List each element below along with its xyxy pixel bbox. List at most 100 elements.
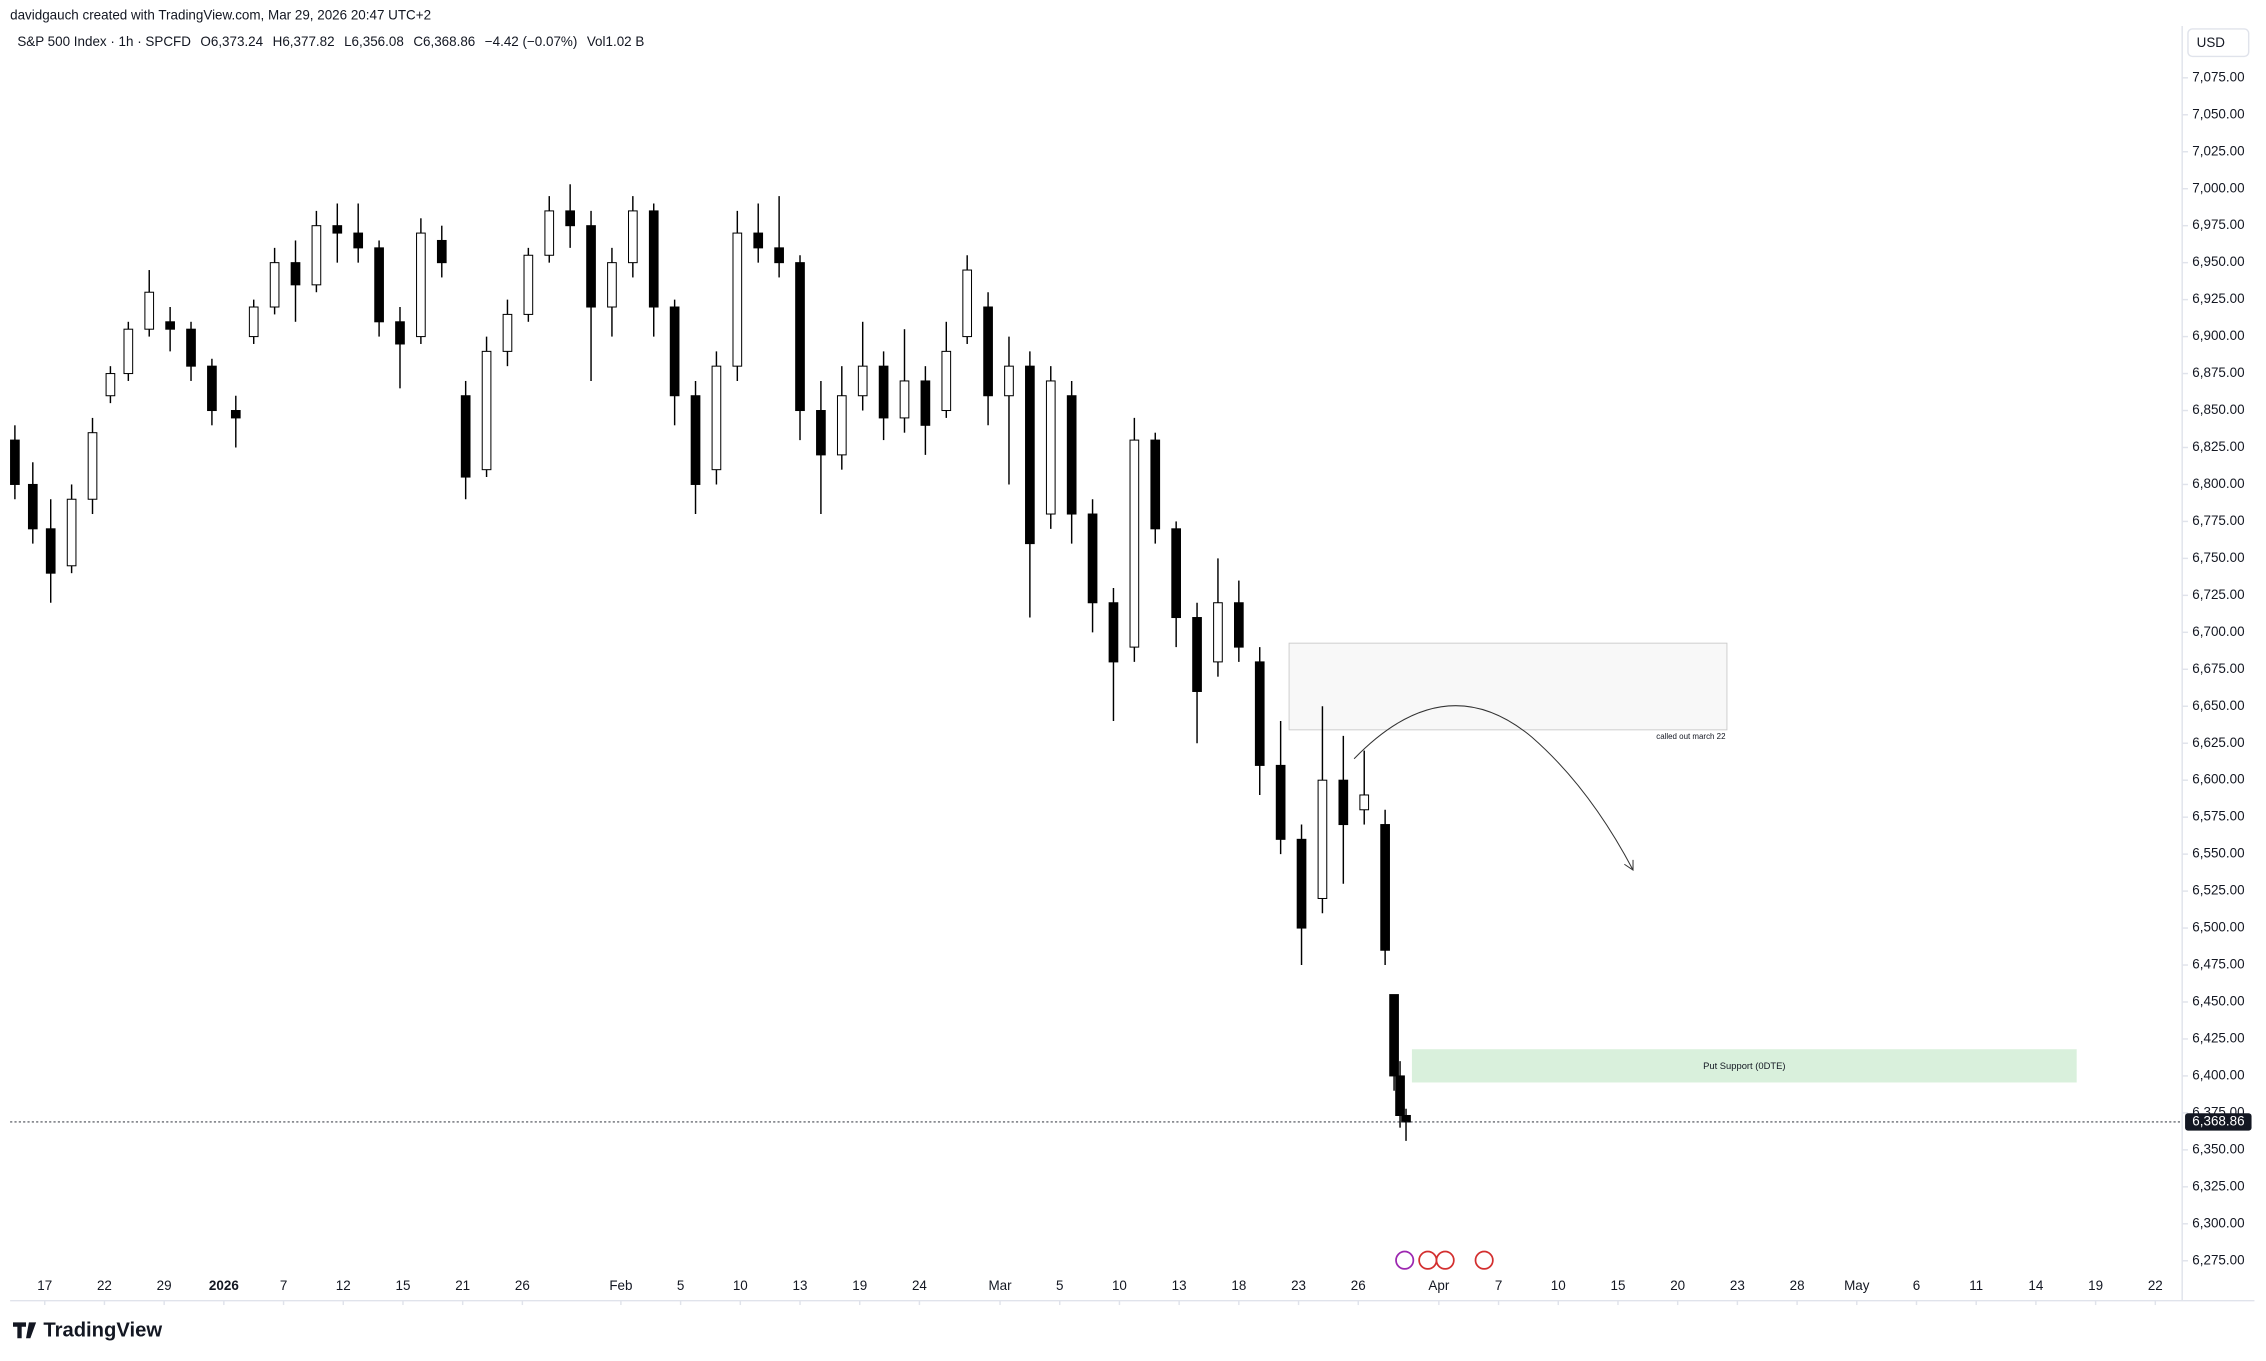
branding: TradingView [43,1319,162,1341]
candle-body [669,306,680,397]
candle-body [416,232,426,338]
y-tick-label: 6,275.00 [2192,1252,2244,1267]
x-tick-label: 10 [1551,1278,1566,1293]
candle-body [1066,395,1077,515]
y-tick-label: 6,975.00 [2192,217,2244,232]
candle-body [878,365,889,419]
candle-body [105,373,116,397]
candle-body [395,321,405,345]
x-tick-label: 22 [2148,1278,2163,1293]
candle-body [1275,764,1286,840]
y-tick-label: 6,675.00 [2192,661,2244,676]
y-tick-label: 6,575.00 [2192,809,2244,824]
y-tick-label: 6,400.00 [2192,1067,2244,1082]
y-tick-label: 6,325.00 [2192,1178,2244,1193]
legend-value: H6,377.82 [273,34,335,49]
candle-body [1045,380,1056,515]
candle-body [481,350,492,471]
candle-body [311,225,322,286]
y-tick-label: 6,425.00 [2192,1031,2244,1046]
y-tick-label: 6,750.00 [2192,550,2244,565]
y-tick-label: 6,300.00 [2192,1215,2244,1230]
plot: 6,275.006,300.006,325.006,350.006,375.00… [10,69,2252,1306]
y-tick-label: 6,950.00 [2192,254,2244,269]
y-tick-label: 6,700.00 [2192,624,2244,639]
candle-body [1192,617,1202,692]
candle-body [460,395,471,478]
x-tick-label: 15 [396,1278,411,1293]
y-tick-label: 6,650.00 [2192,698,2244,713]
event-icon[interactable] [1418,1250,1438,1270]
candle-body [962,269,973,338]
x-tick-label: 19 [2088,1278,2103,1293]
candle-body [795,262,805,412]
x-tick-label: 18 [1231,1278,1246,1293]
x-tick-label: 23 [1730,1278,1745,1293]
legend-value: −4.42 (−0.07%) [485,34,578,49]
currency-button[interactable] [2187,28,2250,58]
last-price-box [2185,1113,2252,1131]
x-tick-label: 15 [1611,1278,1626,1293]
x-tick-label: May [1844,1278,1870,1293]
candle-body [10,439,20,485]
candle-body [502,313,513,352]
candle-body [1317,779,1328,899]
legend-value: C6,368.86 [413,34,475,49]
x-tick-label: 6 [1913,1278,1920,1293]
x-tick-label: 7 [280,1278,287,1293]
candle-body [269,262,280,308]
candle-body [857,365,868,397]
x-tick-label: 13 [1172,1278,1187,1293]
candle-body [144,291,155,330]
candle-body [1338,779,1349,826]
y-tick-label: 6,600.00 [2192,772,2244,787]
candle-body [565,210,575,227]
x-tick-label: 24 [912,1278,927,1293]
event-icon[interactable] [1474,1250,1494,1270]
symbol: S&P 500 Index · 1h · SPCFD [17,34,191,49]
support-zone [1411,1049,2077,1083]
candle-body [920,380,931,426]
legend: S&P 500 Index · 1h · SPCFD O6,373.24 H6,… [17,34,644,49]
y-tick-label: 6,625.00 [2192,735,2244,750]
candle-body [711,365,722,471]
x-tick-label: 20 [1670,1278,1685,1293]
y-tick-label: 6,875.00 [2192,365,2244,380]
candle-body [207,365,217,412]
y-tick-label: 7,050.00 [2192,106,2244,121]
candle-body [87,432,98,500]
candle-body [523,254,534,315]
event-icon[interactable] [1435,1250,1455,1270]
candle-body [186,328,196,367]
y-tick-label: 7,075.00 [2192,69,2244,84]
x-tick-label: 28 [1790,1278,1805,1293]
currency[interactable]: USD [2197,35,2226,50]
candle-body [1234,602,1244,648]
candle-body [1389,994,1399,1077]
event-icon[interactable] [1395,1250,1415,1270]
candle-body [607,262,617,308]
candle-body [627,210,638,264]
candle-body [1401,1114,1411,1123]
candle-body [690,395,701,485]
candle-body [1129,439,1140,648]
candle-body [248,306,259,338]
candle-body [1380,824,1390,951]
x-tick-label: 21 [455,1278,470,1293]
candle-body [165,321,175,330]
x-tick-label: 13 [793,1278,808,1293]
support-label: Put Support (0DTE) [1703,1060,1785,1071]
candle-body [1004,365,1014,397]
y-tick-label: 7,000.00 [2192,180,2244,195]
candle-body [1150,439,1161,530]
logo-mark [13,1322,37,1339]
y-tick-label: 6,500.00 [2192,920,2244,935]
legend-value: Vol1.02 B [587,34,645,49]
candle-body [332,225,343,234]
legend-value: O6,373.24 [200,34,263,49]
candle-body [732,232,743,367]
candle-body [836,395,847,456]
candle-body [1087,513,1098,604]
x-tick-label: 5 [1056,1278,1063,1293]
